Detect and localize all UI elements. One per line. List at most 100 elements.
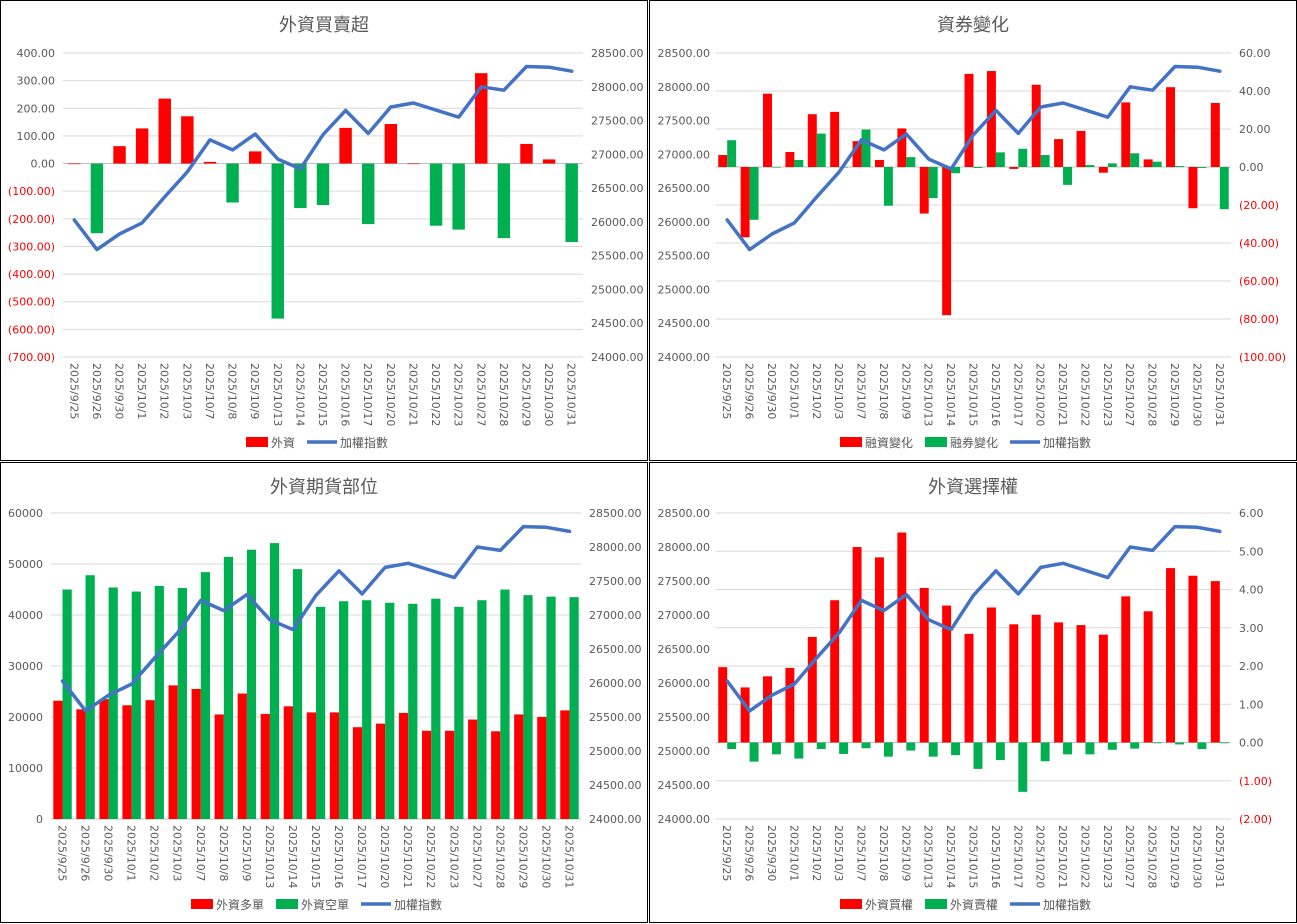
date-label: 2025/10/27	[1123, 363, 1136, 426]
bar-series-2	[200, 572, 210, 819]
date-label: 2025/10/16	[339, 363, 352, 426]
bar-axis-tick-label: 0.00	[31, 158, 56, 171]
bar-series-1	[168, 685, 178, 819]
bar-series-1	[407, 163, 420, 165]
bar-series-2	[1219, 742, 1229, 744]
bar-series-1	[260, 713, 270, 819]
bar-series-1	[475, 73, 488, 164]
bar-series-1	[1031, 614, 1041, 743]
index-axis-tick-label: 27500.00	[591, 115, 644, 128]
bar-series-2	[749, 742, 759, 762]
date-label: 2025/9/30	[102, 825, 115, 881]
bar-series-2	[727, 742, 737, 750]
date-label: 2025/10/31	[562, 825, 575, 888]
index-axis-tick-label: 28500.00	[658, 47, 711, 60]
date-label: 2025/10/9	[248, 363, 261, 419]
legend-label: 外資賣權	[950, 897, 998, 912]
bar-series-2	[995, 152, 1005, 167]
date-label: 2025/10/20	[378, 825, 391, 888]
bar-series-1	[874, 557, 884, 743]
date-label: 2025/10/29	[519, 363, 532, 426]
index-line	[72, 64, 574, 252]
bar-series-2	[861, 129, 871, 167]
index-axis-tick-label: 24500.00	[658, 779, 711, 792]
bar-series-2	[1040, 742, 1050, 762]
bar-series-1	[181, 116, 194, 164]
bar-series-1	[1143, 611, 1153, 743]
legend-swatch	[191, 899, 213, 909]
legend-label: 外資空單	[301, 898, 349, 912]
bar-series-2	[771, 742, 781, 755]
bar-series-1	[740, 167, 750, 238]
index-axis-tick-label: 28000.00	[591, 81, 644, 94]
bar-axis-tick-label: 4.00	[1239, 584, 1264, 597]
bar-series-2	[62, 589, 72, 819]
date-label: 2025/10/2	[158, 363, 171, 419]
bar-series-2	[108, 587, 118, 819]
bar-series-1	[429, 163, 443, 226]
bar-series-1	[375, 723, 386, 819]
date-label: 2025/10/22	[1078, 825, 1091, 888]
date-label: 2025/10/7	[855, 363, 868, 419]
bar-series-1	[565, 163, 578, 243]
bar-series-1	[214, 714, 224, 819]
bar-series-2	[995, 742, 1005, 761]
bar-series-2	[861, 742, 871, 749]
bar-series-1	[445, 730, 455, 819]
date-label: 2025/10/1	[787, 825, 800, 881]
chart-svg: 資券變化 60.00 40.00 20.00 0.00 (20.00) (40.00) (60…	[658, 15, 1287, 450]
date-label: 2025/10/2	[810, 363, 823, 419]
date-label: 2025/10/29	[1168, 825, 1181, 888]
bar-series-2	[1018, 742, 1028, 792]
bar-series-2	[1130, 153, 1140, 167]
bar-series-2	[1040, 155, 1050, 167]
bar-series-1	[897, 128, 907, 167]
date-label: 2025/10/14	[293, 363, 306, 426]
date-label: 2025/9/25	[720, 825, 733, 881]
bar-series-1	[718, 155, 728, 167]
bar-axis-tick-label: 2.00	[1239, 660, 1264, 673]
bar-axis-tick-label: 60000	[8, 507, 43, 520]
bar-axis-tick-label: 100.00	[17, 130, 56, 143]
index-axis-tick-label: 24500.00	[591, 317, 644, 330]
bar-series-1	[986, 71, 996, 167]
index-axis-tick-label: 26500.00	[658, 643, 711, 656]
bar-series-2	[771, 167, 781, 168]
chart-title: 資券變化	[937, 15, 1009, 36]
bar-series-1	[1098, 634, 1108, 743]
chart-panel-margin-change: 資券變化 60.00 40.00 20.00 0.00 (20.00) (40.00) (60…	[649, 0, 1297, 461]
legend-swatch	[840, 437, 862, 447]
date-label: 2025/10/17	[355, 825, 368, 888]
date-label: 2025/10/21	[406, 363, 419, 426]
bar-series-1	[362, 163, 375, 225]
bar-series-1	[785, 151, 795, 167]
date-label: 2025/9/26	[743, 363, 756, 419]
date-label: 2025/10/23	[1101, 363, 1114, 426]
bar-series-2	[1130, 742, 1140, 749]
date-label: 2025/10/28	[1146, 825, 1159, 888]
bar-series-1	[491, 731, 501, 819]
bar-series-2	[973, 167, 983, 168]
bar-series-2	[749, 167, 759, 220]
bar-series-1	[919, 587, 929, 743]
bar-series-2	[362, 600, 372, 819]
bar-series-2	[1175, 742, 1184, 745]
bar-axis-tick-label: (80.00)	[1239, 313, 1279, 326]
index-axis-tick-label: 24000.00	[589, 813, 642, 826]
legend-label: 外資買權	[865, 898, 913, 912]
date-label: 2025/10/30	[1190, 363, 1203, 426]
bar-axis-tick-label: 300.00	[17, 75, 56, 88]
bar-series-2	[951, 167, 961, 174]
date-label: 2025/10/17	[1011, 363, 1024, 426]
date-label: 2025/10/27	[1123, 825, 1136, 888]
date-label: 2025/10/20	[384, 363, 397, 426]
bar-series-1	[1054, 622, 1064, 743]
legend-label: 外資多單	[216, 898, 264, 912]
bar-series-2	[85, 575, 95, 819]
bar-series-1	[237, 693, 247, 819]
date-label: 2025/10/22	[1078, 363, 1091, 426]
chart-title: 外資買賣超	[279, 15, 369, 36]
chart-svg: 外資買賣超 400.00 300.00 200.00 100.00 0.00 (100.00…	[8, 15, 644, 450]
bar-series-1	[422, 730, 432, 819]
bar-series-2	[292, 569, 303, 819]
